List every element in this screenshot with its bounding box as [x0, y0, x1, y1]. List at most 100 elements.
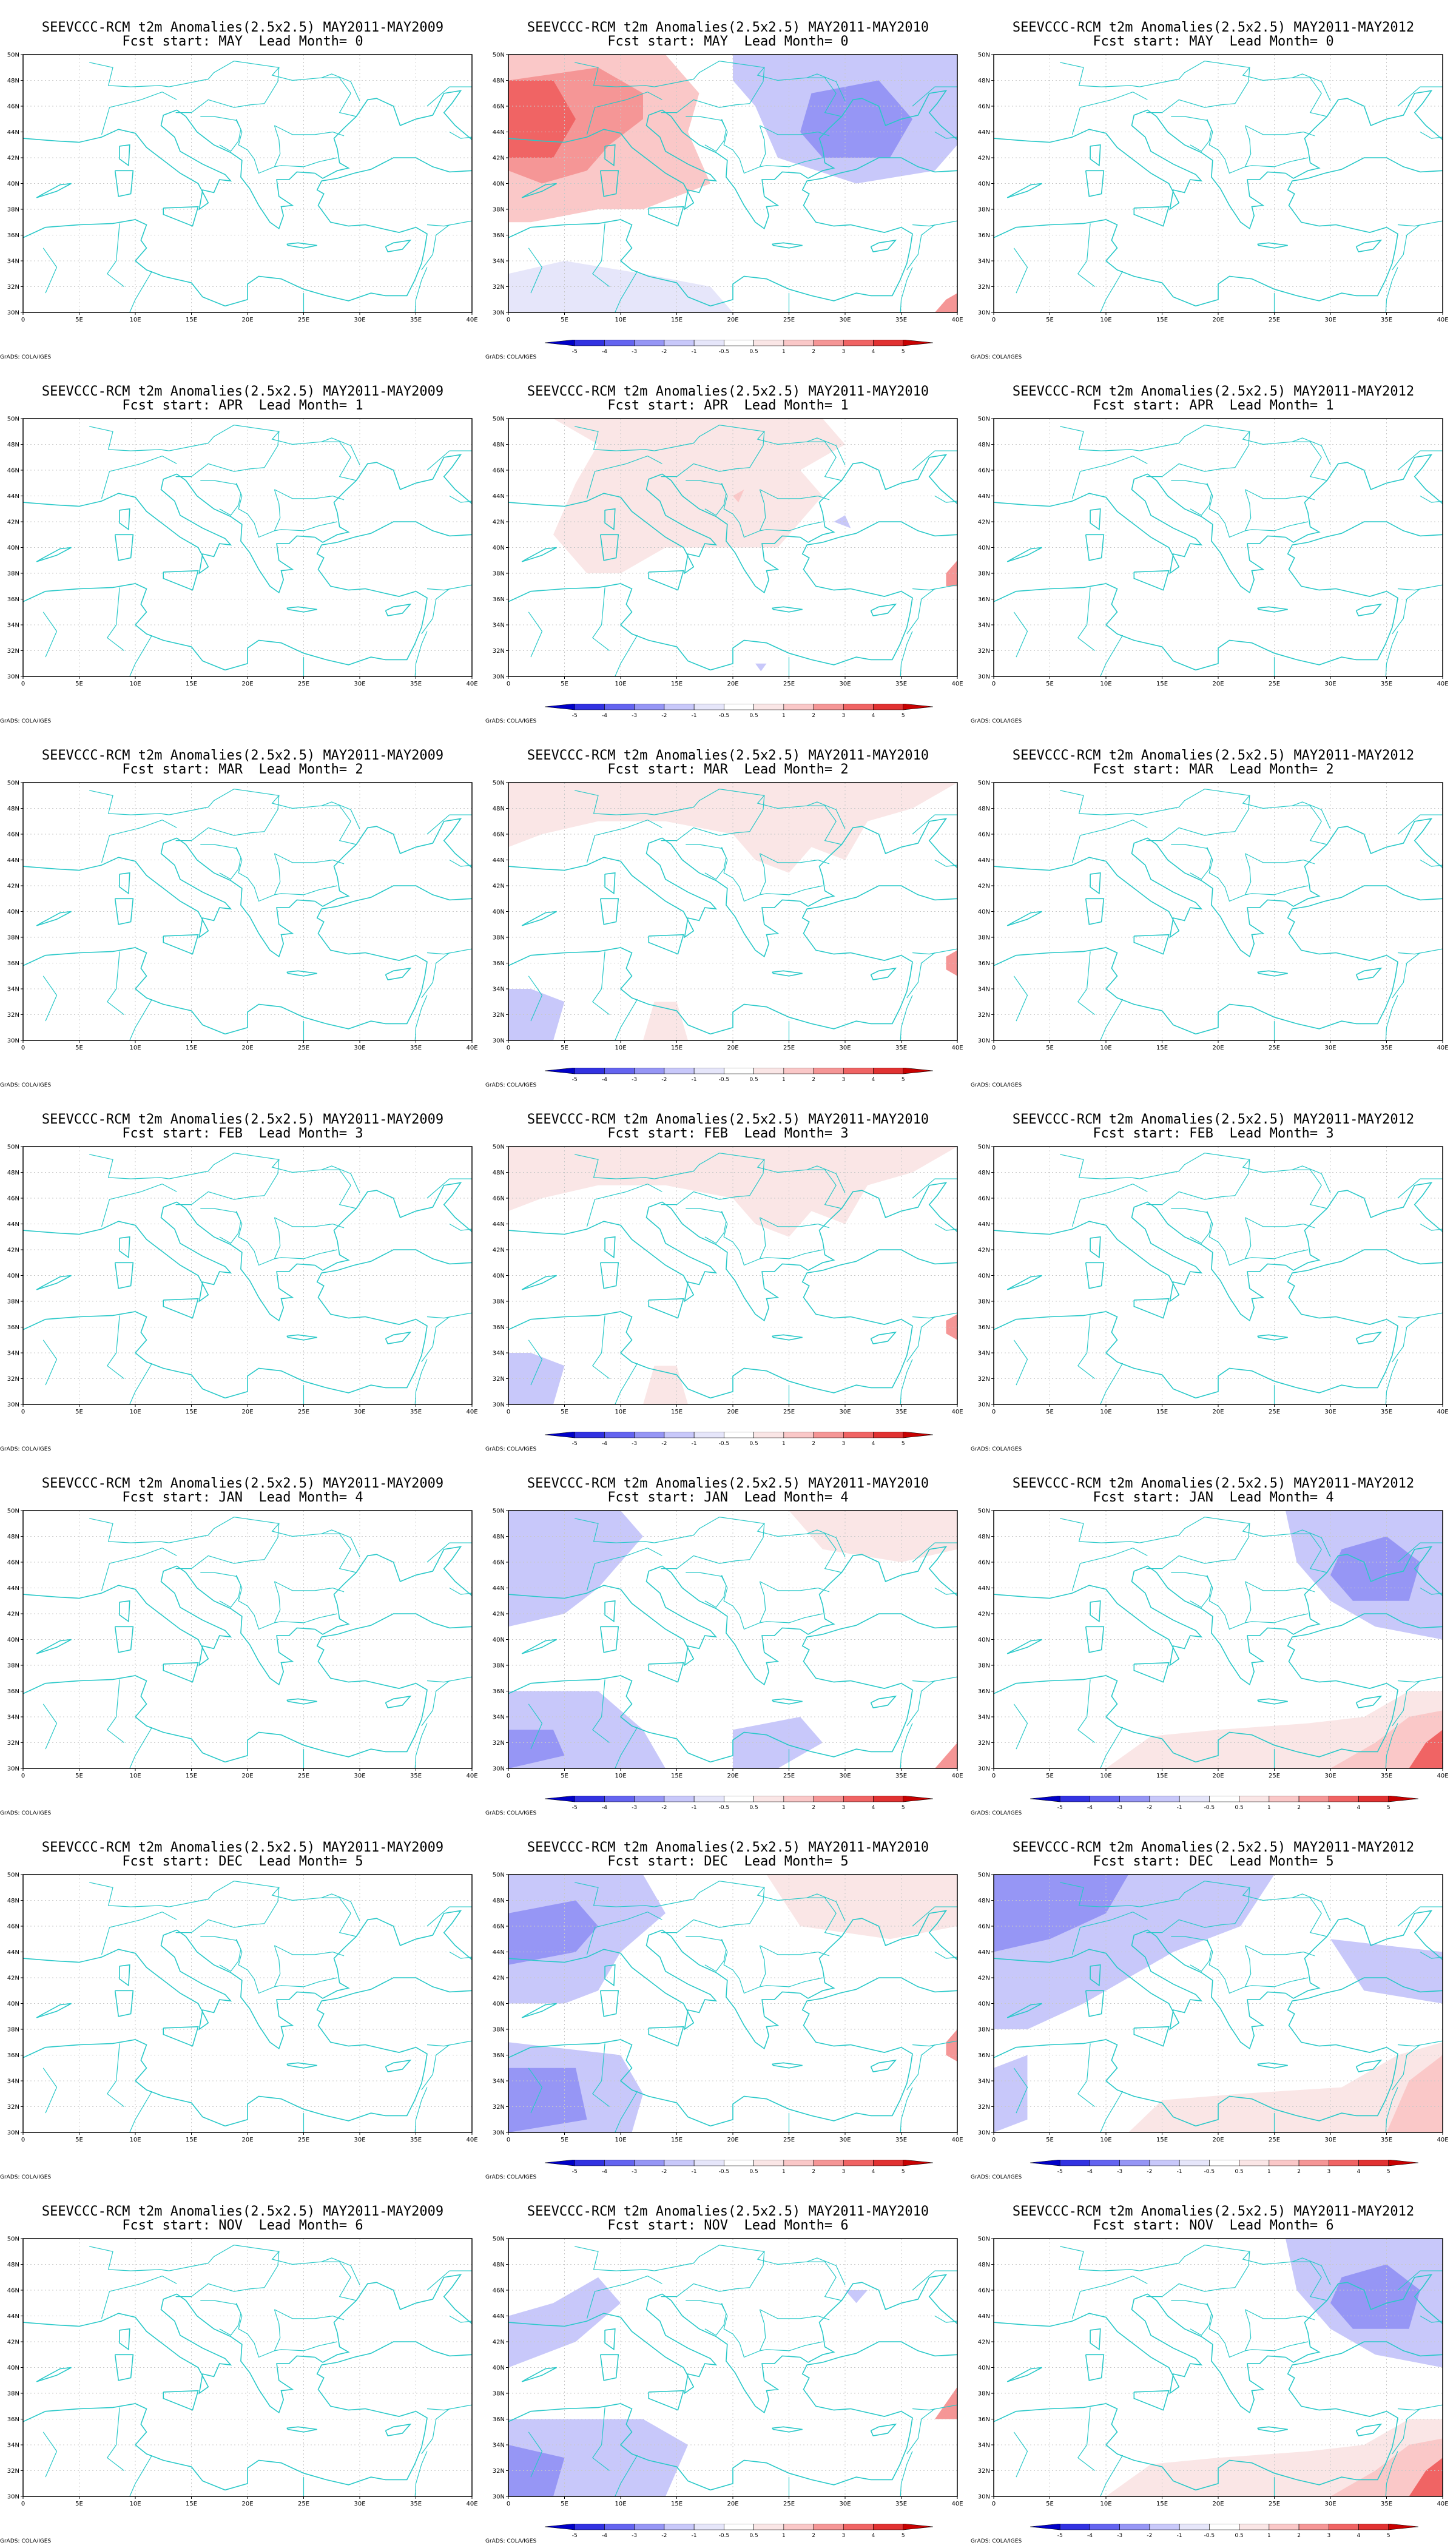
lat-tick-label: 40N [7, 1273, 19, 1279]
lat-tick-label: 44N [493, 1221, 505, 1228]
lon-tick-label: 35E [895, 681, 907, 687]
lon-tick-label: 10E [129, 317, 141, 323]
lat-tick-label: 30N [493, 1402, 505, 1409]
panel-title: SEEVCCC-RCM t2m Anomalies(2.5x2.5) MAY20… [1012, 748, 1415, 763]
colorbar-swatch [693, 2524, 724, 2530]
anomaly-region [508, 989, 565, 1040]
lat-tick-label: 48N [493, 78, 505, 84]
country-border [426, 2270, 472, 2291]
country-border [1060, 424, 1327, 481]
lon-tick-label: 15E [186, 2137, 197, 2143]
lon-tick-label: 15E [671, 2501, 682, 2507]
lon-tick-label: 35E [1381, 1409, 1392, 1415]
lat-tick-label: 40N [493, 545, 505, 551]
colorbar-tick-label: -0.5 [719, 1805, 730, 1811]
lon-tick-label: 10E [129, 1409, 141, 1415]
coastline [385, 1695, 412, 1708]
lon-tick-label: 35E [410, 2501, 422, 2507]
lon-tick-label: 40E [466, 2137, 477, 2143]
country-border [1100, 1727, 1124, 1768]
lat-tick-label: 38N [7, 1299, 19, 1306]
lon-tick-label: 25E [1269, 1773, 1280, 1779]
lon-tick-label: 35E [1381, 1045, 1392, 1051]
lat-tick-label: 36N [7, 1688, 19, 1695]
panel-title: SEEVCCC-RCM t2m Anomalies(2.5x2.5) MAY20… [1012, 2204, 1415, 2219]
country-border [721, 1939, 823, 1994]
country-border [1171, 1572, 1212, 1608]
country-border [760, 1581, 830, 1592]
coastline [994, 2341, 1443, 2491]
lon-tick-label: 0 [992, 317, 996, 323]
country-border [661, 67, 765, 113]
country-border [686, 1936, 727, 1972]
country-border [575, 1880, 842, 1937]
country-border [1171, 2300, 1212, 2336]
lat-tick-label: 42N [978, 519, 990, 526]
coastline [648, 934, 684, 955]
coastline [521, 1275, 557, 1290]
lon-tick-label: 5E [561, 317, 568, 323]
country-border [1385, 1359, 1398, 1404]
country-border [414, 1359, 428, 1404]
country-border [1077, 223, 1095, 287]
coastline [114, 1990, 134, 2017]
country-border [1420, 2315, 1443, 2323]
country-border [900, 1723, 913, 1768]
colorbar-swatch [783, 2160, 814, 2166]
colorbar-swatch [693, 2160, 724, 2166]
grads-credit: GrADS: COLA/IGES [0, 1446, 52, 1452]
country-border [1146, 431, 1250, 477]
coastline [1355, 967, 1383, 980]
lat-tick-label: 42N [493, 1247, 505, 1254]
colorbar-tick-label: 0.5 [749, 1441, 758, 1447]
anomaly-region [643, 1002, 688, 1040]
country-border [806, 437, 846, 465]
lon-tick-label: 0 [21, 681, 25, 687]
country-border [274, 125, 281, 167]
country-border [1146, 67, 1250, 113]
lon-tick-label: 5E [75, 1409, 83, 1415]
grads-credit: GrADS: COLA/IGES [485, 2538, 537, 2544]
anomaly-region [845, 2290, 868, 2304]
country-border [106, 223, 124, 287]
colorbar-swatch [903, 2524, 934, 2530]
coastline [36, 547, 72, 562]
lat-tick-label: 36N [493, 960, 505, 967]
country-border [101, 1911, 177, 1955]
lon-tick-label: 15E [1156, 2137, 1168, 2143]
colorbar-tick-label: -5 [572, 2169, 578, 2175]
coastline [36, 183, 72, 198]
country-border [1100, 1363, 1124, 1404]
lon-tick-label: 25E [783, 2137, 795, 2143]
lat-tick-label: 46N [978, 468, 990, 474]
lon-tick-label: 40E [951, 2137, 963, 2143]
lat-tick-label: 46N [493, 1196, 505, 1202]
lon-tick-label: 40E [1437, 1773, 1448, 1779]
lat-tick-label: 32N [7, 1740, 19, 1747]
lat-tick-label: 36N [7, 1324, 19, 1331]
coastline [508, 1182, 957, 1322]
country-border [175, 431, 280, 477]
coastline [1133, 934, 1170, 955]
coastline [163, 1298, 199, 1319]
colorbar-swatch [1179, 2160, 1210, 2166]
country-border [1245, 1581, 1315, 1592]
country-border [175, 1159, 280, 1205]
country-border [426, 814, 472, 835]
country-border [1397, 814, 1443, 835]
lon-tick-label: 40E [466, 681, 477, 687]
country-border [912, 450, 957, 471]
colorbar-tick-label: 4 [872, 2169, 875, 2175]
coastline [1006, 183, 1042, 198]
lon-tick-label: 40E [466, 1045, 477, 1051]
colorbar-swatch [903, 2160, 934, 2166]
lon-tick-label: 35E [1381, 2137, 1392, 2143]
lat-tick-label: 32N [978, 2468, 990, 2475]
coastline [521, 183, 557, 198]
panel-subtitle: Fcst start: MAY Lead Month= 0 [607, 34, 849, 49]
lon-tick-label: 10E [129, 2501, 141, 2507]
colorbar-tick-label: -1 [692, 1077, 697, 1083]
colorbar-swatch [873, 2524, 904, 2530]
